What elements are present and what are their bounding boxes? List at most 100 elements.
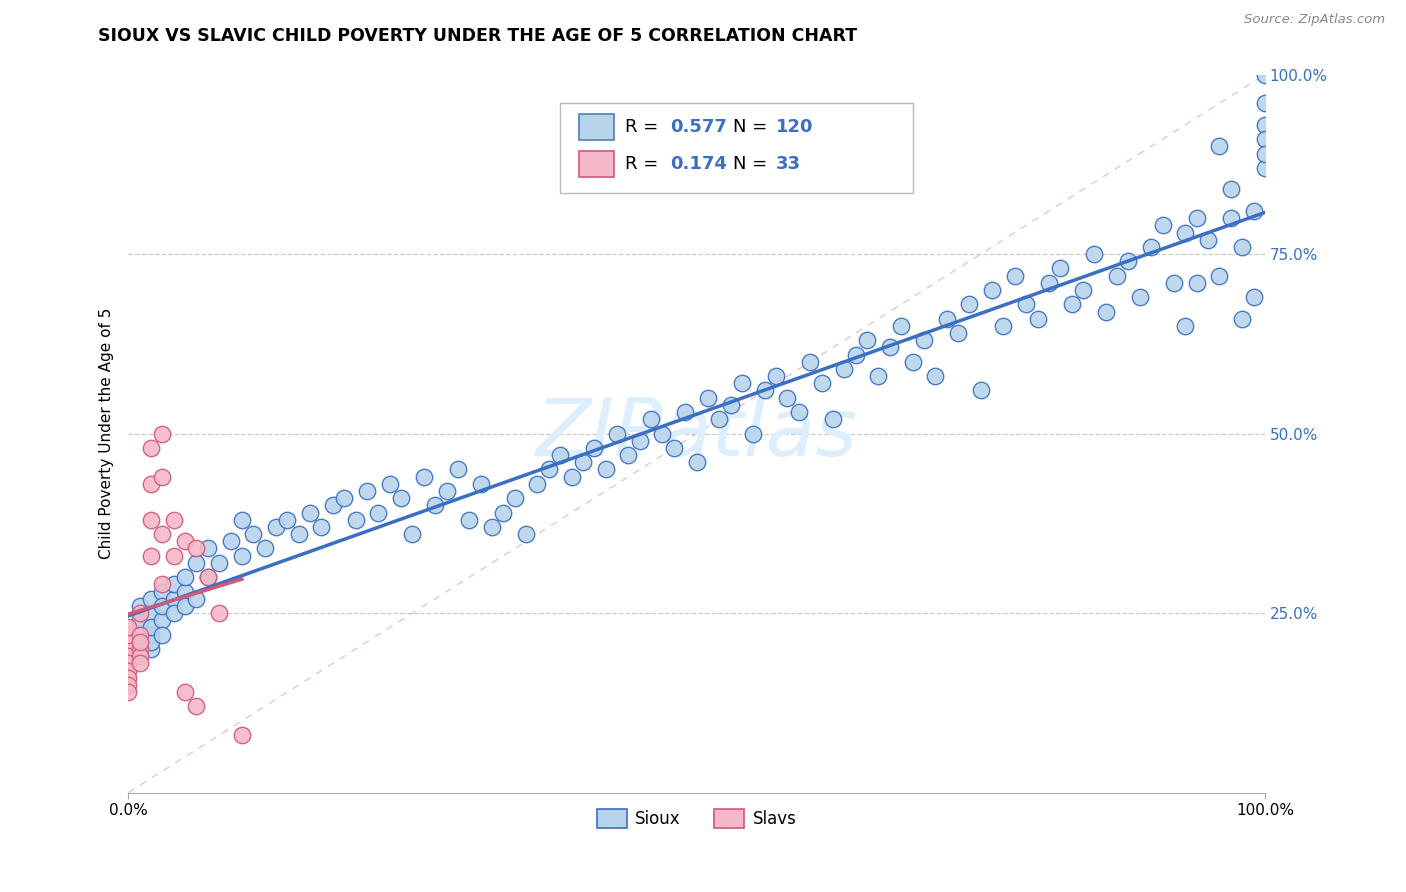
Point xyxy=(117,642,139,657)
Point xyxy=(186,591,208,606)
Point xyxy=(1230,240,1253,254)
Point xyxy=(356,483,378,498)
Point xyxy=(1004,268,1026,283)
FancyBboxPatch shape xyxy=(560,103,912,193)
Point xyxy=(128,635,150,649)
Point xyxy=(981,283,1004,297)
Point xyxy=(776,391,799,405)
Text: 0.577: 0.577 xyxy=(671,118,727,136)
Point xyxy=(128,628,150,642)
Point xyxy=(139,441,162,455)
Point xyxy=(197,570,219,584)
Text: N =: N = xyxy=(733,118,773,136)
Point xyxy=(845,348,868,362)
Point xyxy=(640,412,662,426)
Point xyxy=(890,318,912,333)
Point xyxy=(1230,311,1253,326)
Point xyxy=(197,541,219,556)
Point xyxy=(1060,297,1083,311)
Point xyxy=(742,426,765,441)
Point xyxy=(163,549,186,563)
Point xyxy=(470,476,492,491)
Point xyxy=(1174,318,1197,333)
Point xyxy=(423,499,446,513)
Point xyxy=(537,462,560,476)
Point xyxy=(1038,276,1060,290)
Point xyxy=(208,606,231,620)
Point xyxy=(150,469,173,483)
Point xyxy=(799,355,821,369)
Point xyxy=(128,642,150,657)
Point xyxy=(389,491,412,506)
Point xyxy=(174,570,197,584)
Point xyxy=(128,649,150,664)
Point xyxy=(481,520,503,534)
Point xyxy=(560,469,582,483)
Point xyxy=(401,527,423,541)
Point xyxy=(1208,139,1230,153)
Point xyxy=(231,549,253,563)
Point xyxy=(139,606,162,620)
Point xyxy=(1118,254,1140,268)
Point xyxy=(787,405,810,419)
Point xyxy=(1129,290,1152,304)
Point xyxy=(367,506,389,520)
Point xyxy=(1015,297,1038,311)
Point xyxy=(583,441,606,455)
Point xyxy=(231,728,253,742)
Point xyxy=(117,649,139,664)
Point xyxy=(242,527,264,541)
Point xyxy=(128,657,150,671)
Point xyxy=(709,412,731,426)
Point xyxy=(150,426,173,441)
Point xyxy=(731,376,754,391)
Point xyxy=(1049,261,1071,276)
Text: R =: R = xyxy=(624,118,664,136)
Point xyxy=(186,541,208,556)
Point xyxy=(447,462,470,476)
Legend: Sioux, Slavs: Sioux, Slavs xyxy=(591,802,803,835)
Point xyxy=(186,556,208,570)
Point xyxy=(1094,304,1116,318)
Point xyxy=(673,405,696,419)
Point xyxy=(595,462,617,476)
Point xyxy=(1083,247,1105,261)
Point xyxy=(617,448,640,462)
Point xyxy=(322,499,344,513)
Point xyxy=(174,584,197,599)
Point xyxy=(935,311,957,326)
Y-axis label: Child Poverty Under the Age of 5: Child Poverty Under the Age of 5 xyxy=(100,308,114,559)
Point xyxy=(515,527,537,541)
Point xyxy=(957,297,980,311)
Point xyxy=(344,513,367,527)
Point xyxy=(150,584,173,599)
Point xyxy=(492,506,515,520)
Point xyxy=(139,591,162,606)
Point xyxy=(1219,182,1241,196)
Point xyxy=(117,678,139,692)
Point xyxy=(276,513,298,527)
Point xyxy=(163,591,186,606)
Point xyxy=(606,426,628,441)
Point xyxy=(1026,311,1049,326)
Point xyxy=(720,398,742,412)
Point xyxy=(856,333,879,347)
Point xyxy=(754,384,776,398)
Text: 120: 120 xyxy=(776,118,814,136)
Point xyxy=(436,483,458,498)
Point xyxy=(139,642,162,657)
Point xyxy=(253,541,276,556)
Point xyxy=(1254,96,1277,111)
Point xyxy=(139,628,162,642)
Point xyxy=(117,657,139,671)
Point xyxy=(128,642,150,657)
Point xyxy=(117,664,139,678)
Point xyxy=(1243,290,1265,304)
Point xyxy=(548,448,571,462)
FancyBboxPatch shape xyxy=(579,114,613,140)
Point xyxy=(150,628,173,642)
Point xyxy=(139,635,162,649)
Point xyxy=(946,326,969,340)
Point xyxy=(685,455,707,469)
Point xyxy=(231,513,253,527)
